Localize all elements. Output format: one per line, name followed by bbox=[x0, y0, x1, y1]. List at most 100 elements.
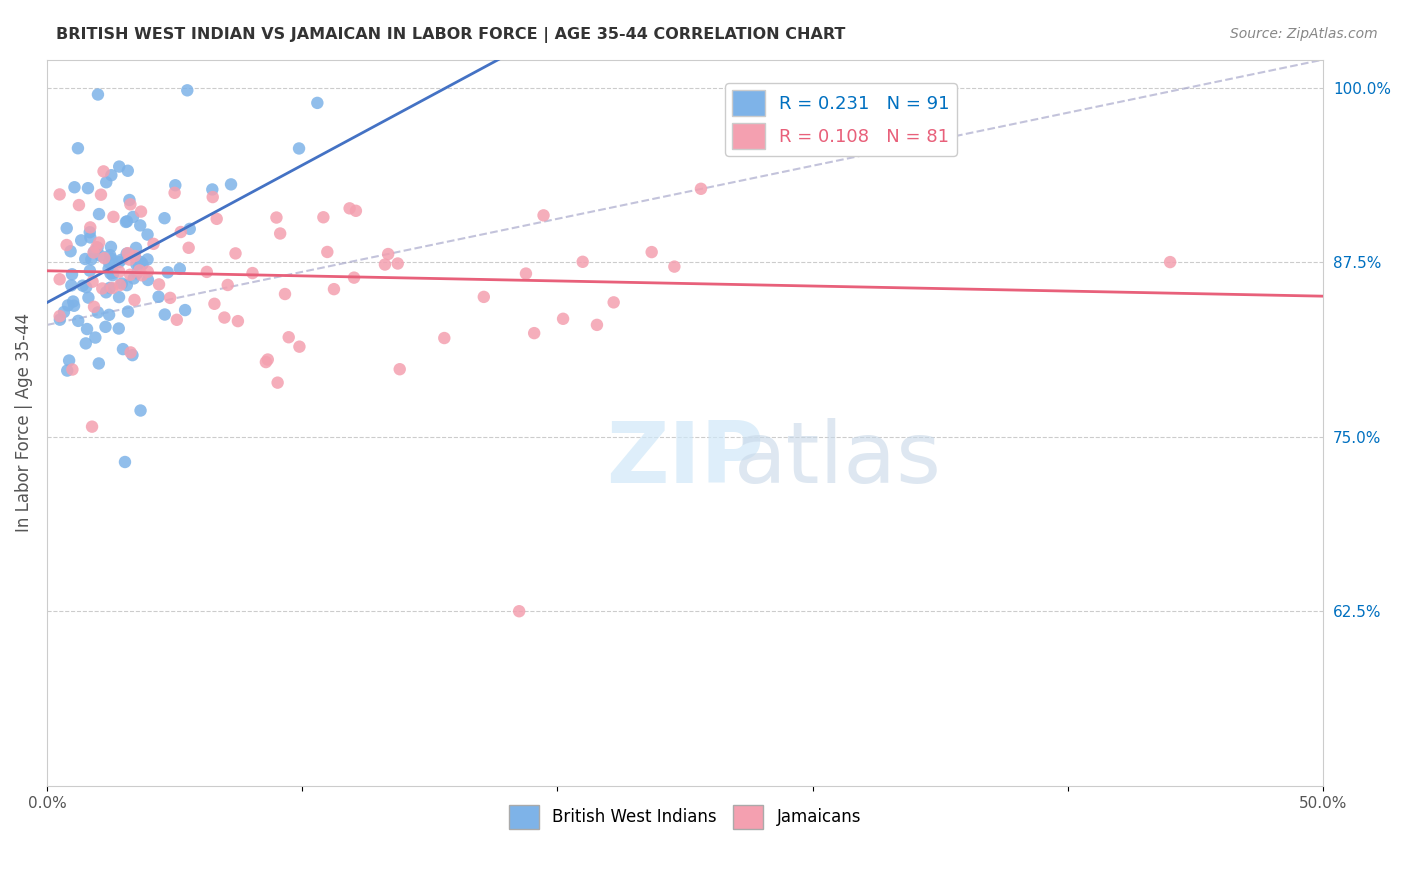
Point bbox=[108, 278, 131, 293]
Point bbox=[266, 376, 288, 390]
Point bbox=[114, 455, 136, 469]
Point bbox=[1159, 255, 1181, 269]
Point bbox=[169, 261, 191, 276]
Point bbox=[108, 265, 131, 279]
Point bbox=[214, 310, 236, 325]
Point bbox=[107, 321, 129, 335]
Point bbox=[129, 219, 152, 233]
Point bbox=[100, 168, 122, 182]
Point bbox=[288, 340, 311, 354]
Point bbox=[72, 278, 94, 293]
Point bbox=[174, 303, 197, 318]
Point bbox=[142, 236, 165, 251]
Point bbox=[307, 95, 329, 110]
Point bbox=[67, 314, 90, 328]
Point bbox=[136, 227, 159, 242]
Point bbox=[79, 225, 101, 239]
Point bbox=[60, 268, 83, 282]
Point bbox=[117, 163, 139, 178]
Point bbox=[121, 348, 143, 362]
Point bbox=[117, 304, 139, 318]
Point bbox=[63, 180, 86, 194]
Point bbox=[153, 211, 176, 226]
Point bbox=[83, 244, 105, 259]
Point bbox=[55, 221, 77, 235]
Point bbox=[254, 355, 277, 369]
Point bbox=[98, 248, 121, 262]
Point bbox=[100, 252, 122, 266]
Point bbox=[111, 342, 134, 356]
Point bbox=[664, 260, 686, 274]
Point bbox=[571, 255, 593, 269]
Point bbox=[115, 215, 138, 229]
Point bbox=[58, 353, 80, 368]
Point bbox=[288, 141, 311, 155]
Point bbox=[87, 87, 110, 102]
Point bbox=[60, 278, 83, 293]
Point bbox=[131, 257, 153, 271]
Legend: British West Indians, Jamaicans: British West Indians, Jamaicans bbox=[502, 798, 868, 836]
Point bbox=[103, 266, 125, 280]
Point bbox=[48, 272, 70, 286]
Point bbox=[131, 268, 153, 283]
Point bbox=[323, 282, 346, 296]
Point bbox=[55, 238, 77, 252]
Point bbox=[80, 419, 103, 434]
Point bbox=[136, 273, 159, 287]
Point bbox=[75, 280, 97, 294]
Point bbox=[177, 241, 200, 255]
Point bbox=[515, 267, 537, 281]
Point bbox=[205, 211, 228, 226]
Point bbox=[201, 190, 224, 204]
Text: ZIP: ZIP bbox=[606, 417, 763, 500]
Point bbox=[312, 211, 335, 225]
Point bbox=[117, 246, 139, 260]
Point bbox=[87, 235, 110, 250]
Point bbox=[586, 318, 609, 332]
Point bbox=[148, 290, 170, 304]
Point bbox=[100, 240, 122, 254]
Point bbox=[136, 252, 159, 267]
Point bbox=[751, 144, 773, 158]
Point bbox=[219, 178, 242, 192]
Point bbox=[70, 233, 93, 247]
Point bbox=[159, 291, 181, 305]
Point bbox=[602, 295, 624, 310]
Point bbox=[170, 225, 193, 239]
Point bbox=[87, 305, 110, 319]
Point bbox=[508, 604, 530, 618]
Point bbox=[433, 331, 456, 345]
Point bbox=[48, 187, 70, 202]
Point bbox=[472, 290, 495, 304]
Text: Source: ZipAtlas.com: Source: ZipAtlas.com bbox=[1230, 27, 1378, 41]
Point bbox=[118, 193, 141, 207]
Point bbox=[388, 362, 411, 376]
Point bbox=[87, 356, 110, 370]
Point bbox=[120, 268, 142, 282]
Point bbox=[98, 308, 121, 322]
Point bbox=[90, 187, 112, 202]
Point bbox=[86, 240, 108, 254]
Point bbox=[176, 83, 198, 97]
Point bbox=[98, 281, 121, 295]
Point bbox=[108, 255, 131, 269]
Point bbox=[87, 207, 110, 221]
Point bbox=[53, 305, 76, 319]
Point bbox=[56, 363, 79, 377]
Point bbox=[101, 268, 124, 282]
Point bbox=[120, 197, 142, 211]
Point bbox=[101, 281, 124, 295]
Point bbox=[108, 160, 131, 174]
Point bbox=[165, 178, 187, 193]
Point bbox=[79, 220, 101, 235]
Point bbox=[690, 182, 713, 196]
Point bbox=[100, 267, 122, 281]
Point bbox=[640, 245, 662, 260]
Point bbox=[179, 222, 201, 236]
Point bbox=[59, 244, 82, 259]
Point bbox=[225, 246, 247, 260]
Point bbox=[96, 175, 118, 189]
Point bbox=[118, 252, 141, 267]
Point bbox=[94, 285, 117, 300]
Point bbox=[551, 311, 574, 326]
